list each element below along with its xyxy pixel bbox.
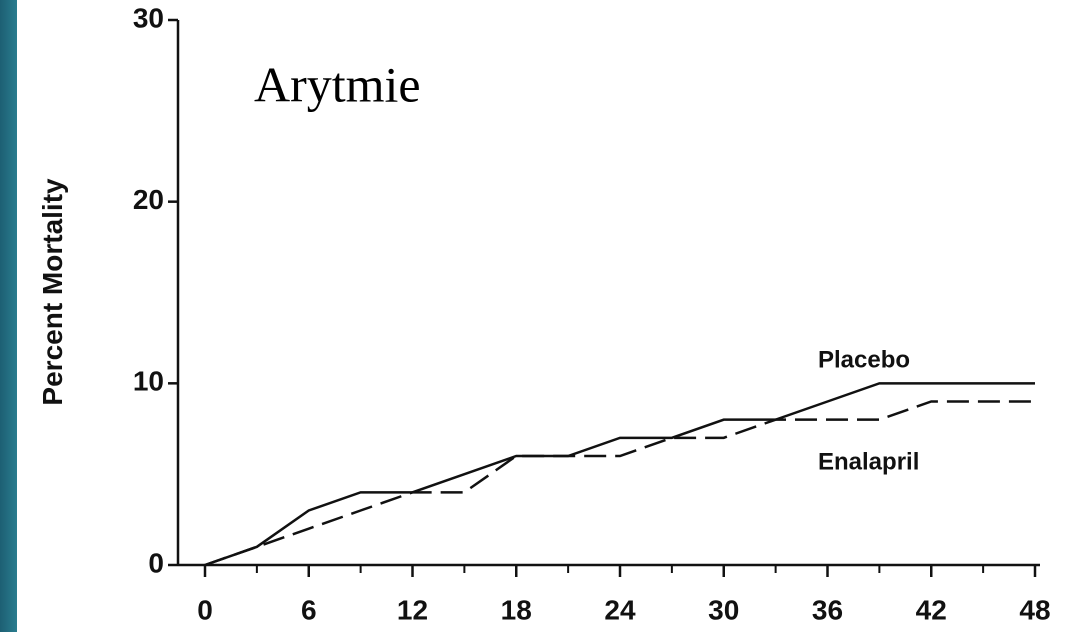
y-tick-label: 30 <box>133 2 164 33</box>
x-tick-label: 12 <box>397 594 428 625</box>
x-tick-label: 6 <box>301 594 317 625</box>
y-tick-label: 0 <box>148 547 164 578</box>
series-line <box>204 400 1035 567</box>
series-label: Enalapril <box>818 448 919 475</box>
y-tick-label: 20 <box>133 184 164 215</box>
x-tick-label: 36 <box>812 594 843 625</box>
y-axis-label: Percent Mortality <box>37 178 68 406</box>
series-line <box>204 382 1035 567</box>
series-label: Placebo <box>818 346 910 373</box>
x-tick-label: 0 <box>197 594 213 625</box>
side-stripe <box>0 0 17 632</box>
y-tick-label: 10 <box>133 366 164 397</box>
x-tick-label: 24 <box>604 594 636 625</box>
x-tick-label: 18 <box>501 594 532 625</box>
x-tick-label: 30 <box>708 594 739 625</box>
x-tick-label: 42 <box>916 594 947 625</box>
chart-title: Arytmie <box>254 56 421 112</box>
x-tick-label: 48 <box>1019 594 1050 625</box>
